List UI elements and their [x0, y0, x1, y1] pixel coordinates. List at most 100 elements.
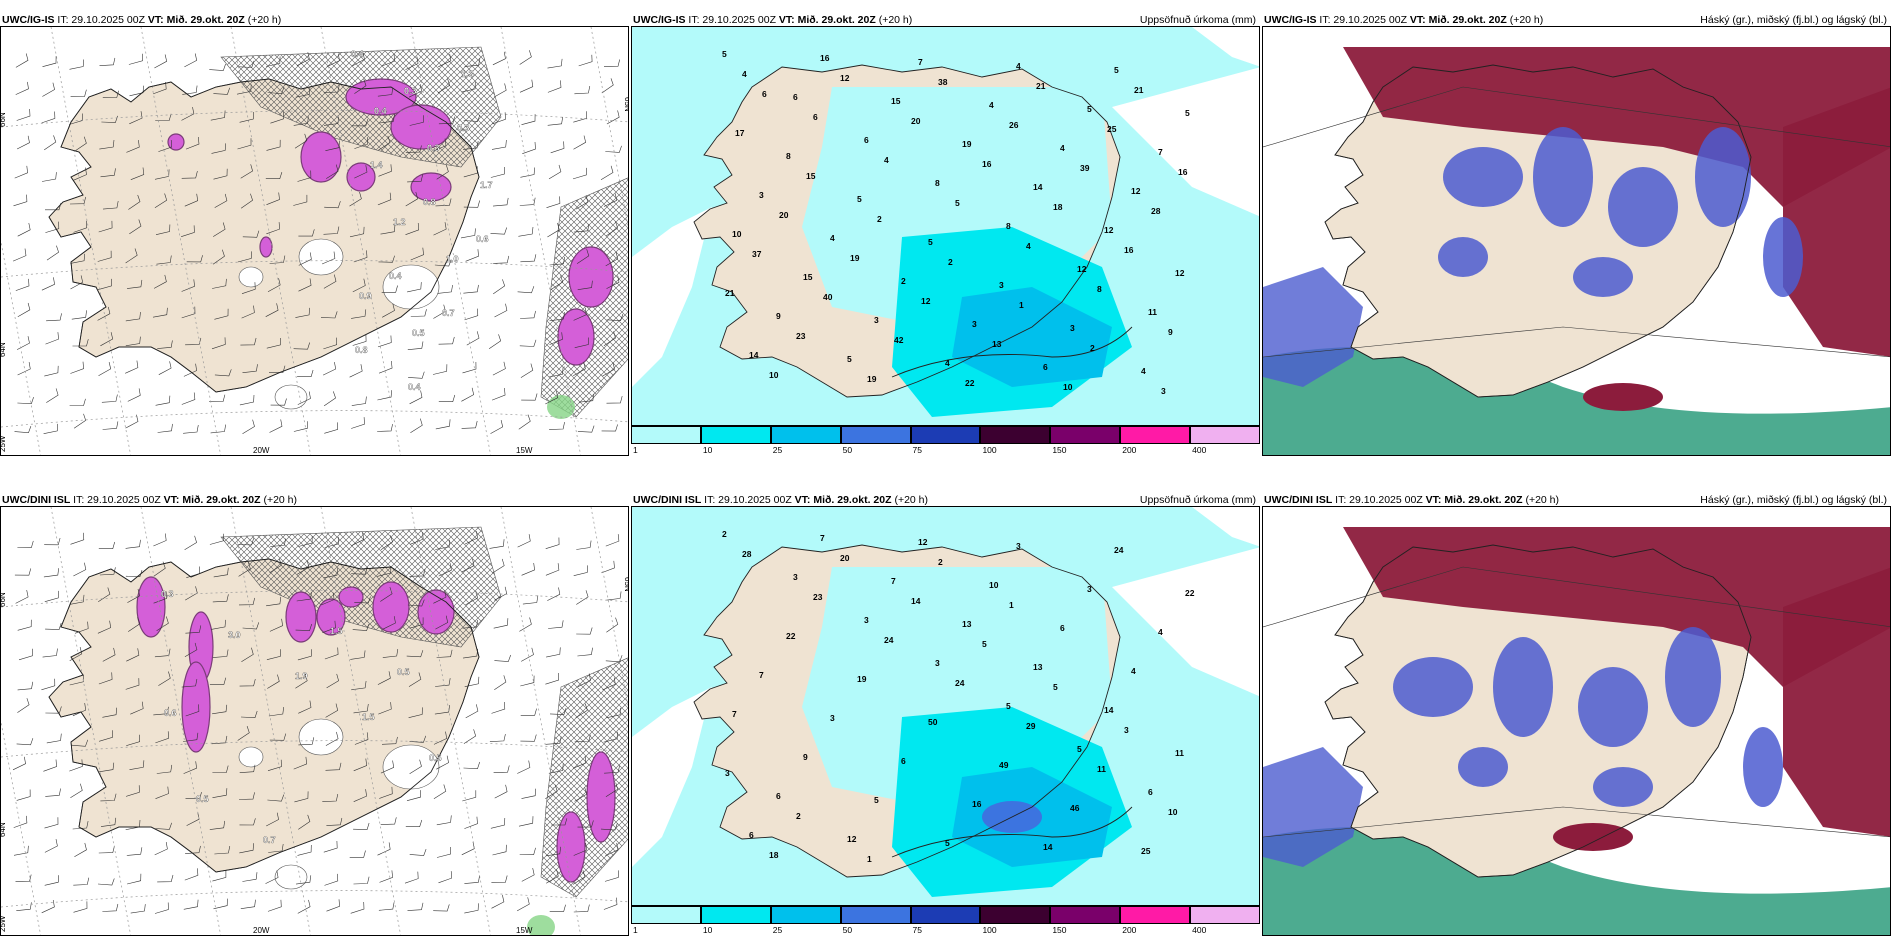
wind-barb — [213, 567, 229, 578]
wind-barb — [410, 418, 423, 434]
precip-value-label: 26 — [1009, 120, 1019, 130]
wind-barb — [550, 275, 564, 290]
precip-value-label: 5 — [982, 639, 987, 649]
wind-barb — [46, 733, 62, 744]
low-cloud-area — [1393, 657, 1473, 717]
wind-barb — [267, 899, 282, 912]
wind-barb — [320, 311, 338, 319]
wind-barb — [69, 196, 86, 205]
wind-barb — [603, 59, 620, 67]
wind-barb — [17, 681, 34, 691]
mid-cloud-area — [1783, 87, 1890, 357]
precip-value-label: 3 — [874, 315, 879, 325]
wind-barb — [181, 392, 196, 405]
wind-barb — [489, 734, 506, 742]
wind-barb — [237, 726, 250, 741]
wind-barb — [324, 647, 339, 660]
wind-barb — [152, 307, 168, 318]
grid-line — [1, 110, 628, 128]
wind-barb — [519, 339, 537, 347]
precip-value-label: 19 — [857, 674, 867, 684]
wind-barb — [407, 282, 422, 293]
wind-barb — [323, 840, 338, 853]
precip-value-label: 11 — [1097, 764, 1106, 774]
precip-value-label: 29 — [1026, 721, 1036, 731]
wind-barb — [69, 759, 83, 772]
iceland-coast — [48, 78, 480, 393]
wind-barb — [321, 592, 335, 606]
wind-barb — [353, 250, 368, 263]
wind-barb — [438, 871, 453, 884]
low-cloud-area — [1533, 127, 1593, 227]
precip-value-label: 4 — [945, 358, 950, 368]
wind-barb — [153, 274, 167, 289]
precip-value-label: 3 — [1016, 541, 1021, 551]
wind-barb — [239, 764, 256, 773]
wind-barb — [574, 86, 591, 95]
wind-barb — [576, 249, 590, 264]
wind-barb — [15, 81, 29, 95]
precip-value-label: 2 — [796, 811, 801, 821]
wind-barb — [464, 816, 478, 829]
wind-barb — [46, 313, 62, 322]
wind-barb — [46, 388, 59, 403]
wind-barb — [126, 648, 140, 662]
precip-value-label: 3 — [830, 713, 835, 723]
wind-barb — [266, 222, 280, 235]
precip-blob — [417, 589, 455, 635]
wind-barb — [18, 648, 33, 661]
low-cloud-area — [1443, 147, 1523, 207]
precip-value-label: 5 — [1006, 701, 1011, 711]
wind-barb — [463, 200, 480, 208]
wind-barb — [410, 309, 427, 317]
map-frame: 66N 64N 25W 20W 15W 65N 0.4 0.3 0.3 1.4 0.8 0.6 0.4 0… — [0, 26, 629, 456]
wind-barb — [325, 703, 339, 718]
wind-barb — [41, 172, 57, 182]
wind-barb — [324, 201, 341, 209]
precip-value-label: 3 — [1087, 584, 1092, 594]
wind-barb — [410, 532, 424, 545]
panel-title: UWC/DINI ISL IT: 29.10.2025 00Z VT: Mið.… — [2, 494, 298, 506]
wind-barb — [241, 305, 255, 319]
wind-barb — [15, 53, 29, 68]
wind-barb — [212, 594, 229, 603]
precip-blob — [410, 172, 452, 202]
mid-cloud-area — [1783, 567, 1890, 837]
glacier-patch — [298, 238, 344, 276]
wind-barb — [270, 111, 285, 124]
wind-barb — [268, 843, 284, 853]
wind-barb — [98, 587, 111, 603]
wind-barb — [433, 784, 447, 799]
wind-barb — [519, 50, 532, 65]
wind-barb — [125, 248, 138, 264]
wind-barb — [326, 817, 343, 826]
map-frame: 2 3 3 3 5 5 6 6 7 7 13 13 14 11 6 12 12 10 6 4 7 9 5 5 3 3 4 7 3 6 16 1… — [631, 506, 1260, 906]
hatch-value-label: 0.6 — [164, 708, 177, 718]
precip-value-label: 7 — [820, 533, 825, 543]
wind-barb — [214, 369, 232, 377]
wind-barb — [130, 701, 144, 715]
wind-barb — [378, 360, 393, 374]
wind-barb — [407, 174, 423, 183]
hatch-value-label: 0.5 — [397, 667, 410, 677]
precip-value-label: 7 — [1158, 147, 1163, 157]
wind-barb — [549, 904, 566, 912]
wind-barb — [183, 425, 199, 434]
wind-barb — [521, 562, 535, 576]
wind-barb — [573, 135, 587, 150]
wind-barb — [212, 278, 227, 289]
precip-blob — [285, 591, 317, 643]
precip-value-label: 5 — [722, 49, 727, 59]
wind-barb — [545, 390, 559, 405]
precip-value-label: 38 — [938, 77, 948, 87]
wind-barb — [491, 139, 507, 150]
wind-barb — [15, 874, 32, 882]
wind-barb — [155, 786, 169, 799]
wind-barb — [572, 870, 586, 885]
wind-barb — [574, 787, 587, 802]
low-cloud-area — [1665, 627, 1721, 727]
wind-barb — [435, 678, 451, 687]
wind-barb — [461, 387, 475, 402]
wind-barb — [265, 172, 283, 180]
wind-barb — [351, 417, 365, 429]
